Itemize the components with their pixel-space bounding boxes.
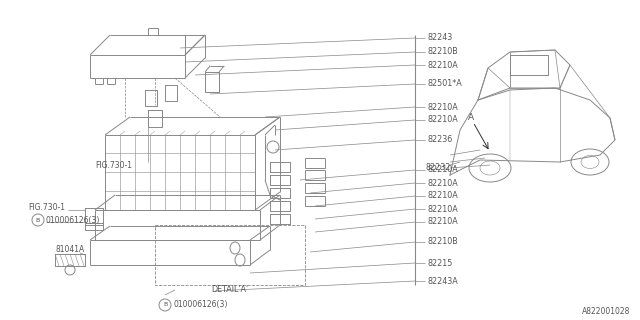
Text: B: B <box>36 218 40 222</box>
Text: FIG.730-1: FIG.730-1 <box>95 161 132 170</box>
Text: 82501*A: 82501*A <box>428 79 463 89</box>
Text: 82210A: 82210A <box>428 191 459 201</box>
Text: B: B <box>163 302 167 308</box>
Text: 010006126(3): 010006126(3) <box>173 300 227 309</box>
Text: DETAIL'A': DETAIL'A' <box>211 285 248 294</box>
Text: 82236: 82236 <box>428 135 453 145</box>
Text: 82210A: 82210A <box>428 204 459 213</box>
Text: 82243A: 82243A <box>428 276 459 285</box>
Text: 82210B: 82210B <box>428 47 459 57</box>
Text: 82210A: 82210A <box>428 179 459 188</box>
Text: A: A <box>468 114 474 123</box>
Text: 82210A: 82210A <box>428 116 459 124</box>
Text: 81041A: 81041A <box>55 245 84 254</box>
Text: 82232: 82232 <box>425 164 451 172</box>
Text: 82210A: 82210A <box>428 165 459 174</box>
Text: 82210A: 82210A <box>428 102 459 111</box>
Text: 82215: 82215 <box>428 259 453 268</box>
Text: FIG.730-1: FIG.730-1 <box>28 203 65 212</box>
Text: 82210A: 82210A <box>428 218 459 227</box>
Text: 82210A: 82210A <box>428 60 459 69</box>
Text: 010006126(3): 010006126(3) <box>46 215 100 225</box>
Text: 82210B: 82210B <box>428 237 459 246</box>
Text: A822001028: A822001028 <box>582 308 630 316</box>
Text: 82243: 82243 <box>428 34 453 43</box>
Bar <box>155 225 305 285</box>
